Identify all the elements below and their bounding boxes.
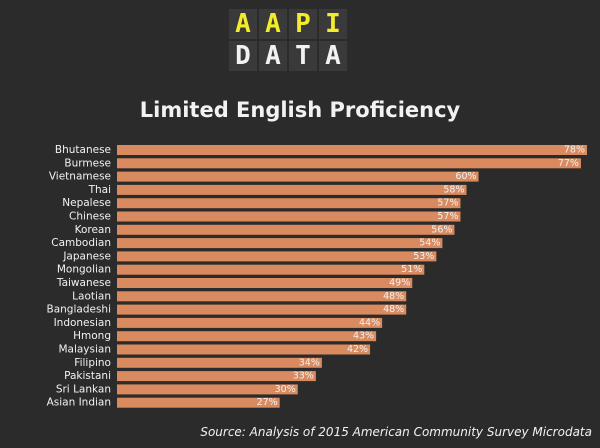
category-label: Laotian xyxy=(72,290,111,302)
value-label: 48% xyxy=(383,304,404,315)
bar xyxy=(117,344,371,355)
value-label: 49% xyxy=(389,278,410,289)
category-label: Pakistani xyxy=(64,370,111,382)
category-label: Chinese xyxy=(69,211,111,223)
value-label: 54% xyxy=(419,238,440,249)
value-label: 33% xyxy=(293,371,314,382)
bar xyxy=(117,251,437,262)
logo-tile: A xyxy=(319,41,347,71)
category-label: Korean xyxy=(75,224,111,236)
logo-tile: P xyxy=(289,9,317,39)
category-label: Japanese xyxy=(62,250,111,262)
category-label: Taiwanese xyxy=(56,277,111,289)
logo-tile: I xyxy=(319,9,347,39)
bar xyxy=(117,304,407,315)
category-label: Malaysian xyxy=(58,344,111,356)
category-label: Indonesian xyxy=(54,317,111,329)
bar xyxy=(117,317,383,328)
bar xyxy=(117,291,407,302)
bar xyxy=(117,384,298,395)
value-label: 27% xyxy=(257,397,278,408)
value-label: 57% xyxy=(437,211,458,222)
value-label: 77% xyxy=(558,158,579,169)
logo-tile: D xyxy=(229,41,257,71)
value-label: 44% xyxy=(359,317,380,328)
category-label: Nepalese xyxy=(62,197,111,209)
value-label: 34% xyxy=(299,357,320,368)
category-label: Asian Indian xyxy=(47,397,111,409)
bar xyxy=(117,264,425,275)
bar xyxy=(117,211,461,222)
value-label: 58% xyxy=(443,184,464,195)
bar xyxy=(117,171,479,182)
bar xyxy=(117,145,587,155)
bar xyxy=(117,198,461,209)
category-label: Vietnamese xyxy=(49,171,111,183)
value-label: 43% xyxy=(353,331,374,342)
category-label: Cambodian xyxy=(51,237,111,249)
logo-tile: A xyxy=(259,9,287,39)
value-label: 78% xyxy=(564,145,585,156)
value-label: 53% xyxy=(413,251,434,262)
logo-tile: A xyxy=(259,41,287,71)
value-label: 42% xyxy=(347,344,368,355)
bar xyxy=(117,184,467,195)
bar xyxy=(117,371,316,382)
value-label: 57% xyxy=(437,198,458,209)
aapi-data-logo: A A P I D A T A xyxy=(229,9,347,71)
logo-tile: T xyxy=(289,41,317,71)
category-label: Filipino xyxy=(74,357,111,369)
category-label: Burmese xyxy=(64,157,111,169)
category-label: Bangladeshi xyxy=(47,304,111,316)
source-note: Source: Analysis of 2015 American Commun… xyxy=(200,425,592,439)
value-label: 48% xyxy=(383,291,404,302)
bar xyxy=(117,331,377,342)
category-label: Sri Lankan xyxy=(56,383,111,395)
category-label: Thai xyxy=(88,184,111,196)
bar xyxy=(117,357,322,368)
value-label: 56% xyxy=(431,224,452,235)
bar xyxy=(117,238,443,249)
category-label: Mongolian xyxy=(57,264,111,276)
bar xyxy=(117,224,455,235)
value-label: 60% xyxy=(455,171,476,182)
value-label: 51% xyxy=(401,264,422,275)
bar xyxy=(117,397,280,408)
chart-title: Limited English Proficiency xyxy=(139,98,461,122)
value-label: 30% xyxy=(275,384,296,395)
category-label: Hmong xyxy=(73,330,111,342)
bar xyxy=(117,158,581,169)
logo-tile: A xyxy=(229,9,257,39)
bar xyxy=(117,278,413,288)
category-label: Bhutanese xyxy=(55,144,111,156)
